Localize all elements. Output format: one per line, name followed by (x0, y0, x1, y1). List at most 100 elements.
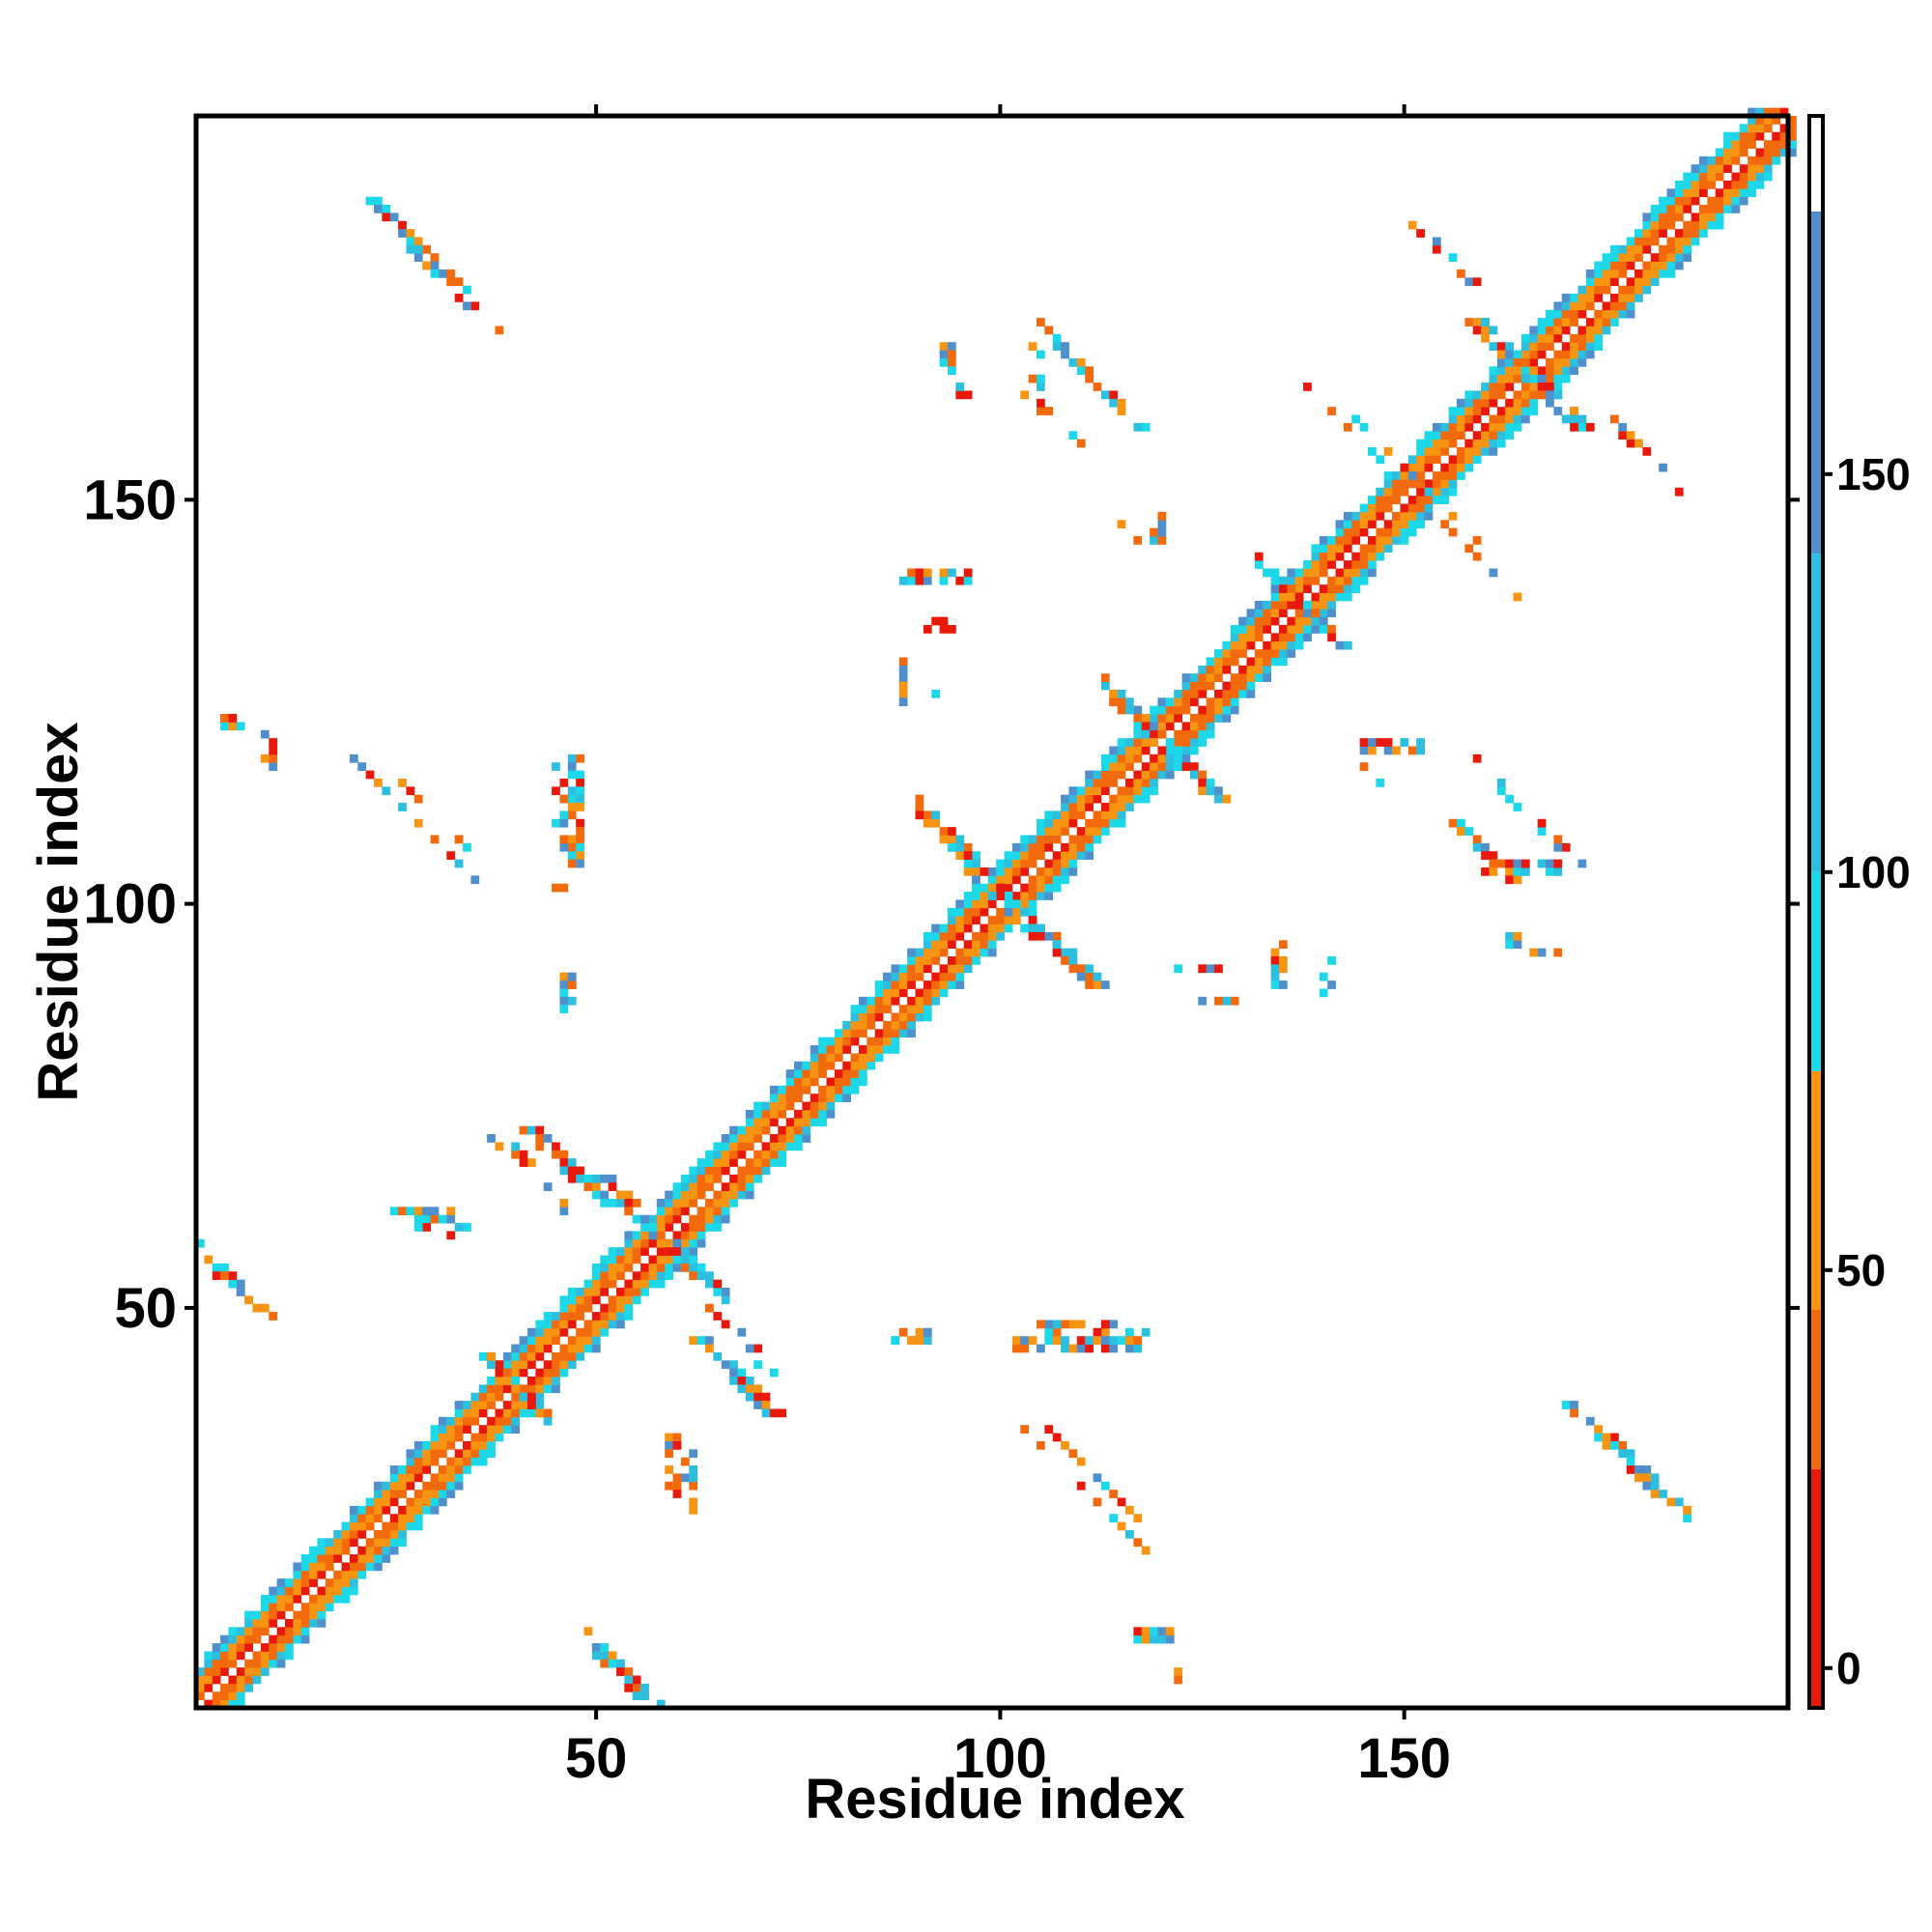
heatmap-cell (842, 1094, 852, 1102)
heatmap-cell (1537, 333, 1547, 343)
heatmap-cell (293, 1610, 302, 1620)
heatmap-cell (1642, 244, 1652, 254)
heatmap-cell (1489, 342, 1498, 351)
heatmap-cell (1044, 1327, 1054, 1337)
heatmap-cell (616, 1271, 625, 1281)
heatmap-cell (818, 1118, 827, 1127)
heatmap-cell (1287, 568, 1296, 578)
heatmap-cell (923, 1005, 932, 1013)
heatmap-cell (1351, 520, 1361, 529)
heatmap-cell (438, 1433, 447, 1442)
heatmap-cell (826, 1037, 836, 1046)
heatmap-cell (996, 931, 1005, 941)
colorbar-band (1809, 554, 1823, 872)
heatmap-cell (446, 269, 456, 278)
heatmap-cell (341, 1529, 351, 1539)
heatmap-cell (1739, 180, 1748, 189)
heatmap-cell (874, 1029, 884, 1038)
heatmap-cell (1376, 778, 1385, 787)
heatmap-cell (810, 1118, 819, 1127)
heatmap-cell (300, 1586, 310, 1596)
heatmap-cell (1457, 471, 1465, 480)
heatmap-cell (794, 1142, 803, 1151)
heatmap-cell (398, 1473, 407, 1483)
heatmap-cell (454, 1481, 464, 1491)
heatmap-cell (721, 1207, 730, 1216)
heatmap-cell (1359, 520, 1369, 529)
heatmap-cell (1520, 342, 1530, 351)
heatmap-cell (624, 1255, 634, 1264)
heatmap-cell (1100, 681, 1110, 691)
heatmap-cell (923, 980, 932, 989)
heatmap-cell (656, 1207, 666, 1216)
heatmap-cell (1028, 875, 1037, 885)
heatmap-cell (309, 1594, 318, 1604)
heatmap-cell (1109, 770, 1119, 780)
heatmap-cell (1440, 471, 1450, 480)
heatmap-cell (1715, 220, 1724, 230)
heatmap-cell (1085, 851, 1094, 861)
heatmap-cell (713, 1279, 723, 1289)
heatmap-cell (260, 1651, 270, 1661)
heatmap-cell (850, 1077, 860, 1087)
heatmap-cell (1690, 237, 1700, 246)
heatmap-cell (1125, 1336, 1134, 1345)
heatmap-cell (1416, 746, 1425, 755)
heatmap-cell (535, 1384, 545, 1394)
heatmap-cell (689, 1263, 698, 1272)
heatmap-cell (1626, 261, 1635, 270)
heatmap-cell (1489, 867, 1498, 876)
heatmap-cell (1481, 842, 1490, 852)
heatmap-cell (1198, 770, 1208, 780)
heatmap-cell (1747, 124, 1756, 133)
heatmap-cell (576, 770, 584, 780)
heatmap-cell (1546, 390, 1554, 400)
heatmap-cell (519, 1384, 528, 1394)
heatmap-cell (374, 1514, 383, 1522)
heatmap-cell (1481, 431, 1490, 440)
heatmap-cell (422, 1440, 431, 1450)
heatmap-cell (1263, 625, 1272, 634)
heatmap-cell (850, 1029, 860, 1038)
heatmap-cell (729, 1190, 738, 1200)
heatmap-cell (1359, 746, 1369, 755)
heatmap-cell (1416, 487, 1425, 497)
heatmap-cell (608, 1271, 617, 1281)
heatmap-cell (1125, 753, 1134, 763)
heatmap-cell (1496, 383, 1506, 391)
heatmap-cell (980, 892, 989, 900)
heatmap-cell (1577, 285, 1587, 295)
heatmap-cell (842, 1077, 852, 1087)
heatmap-cell (810, 1061, 819, 1070)
heatmap-cell (1157, 1627, 1167, 1636)
heatmap-cell (260, 1618, 270, 1628)
heatmap-cell (665, 1465, 673, 1474)
heatmap-cell (923, 964, 932, 974)
heatmap-cell (519, 1125, 528, 1135)
heatmap-cell (478, 1457, 488, 1466)
heatmap-cell (1004, 916, 1013, 924)
heatmap-cell (567, 786, 577, 796)
heatmap-cell (1690, 172, 1700, 182)
heatmap-cell (1432, 244, 1441, 254)
heatmap-cell (244, 1610, 253, 1620)
heatmap-cell (1407, 220, 1417, 230)
heatmap-cell (1085, 1344, 1094, 1353)
heatmap-cell (463, 1449, 471, 1459)
heatmap-cell (1739, 140, 1748, 149)
heatmap-cell (640, 1271, 649, 1281)
heatmap-cell (624, 1263, 634, 1272)
heatmap-cell (293, 1634, 302, 1644)
heatmap-cell (406, 229, 415, 238)
heatmap-cell (721, 1150, 730, 1159)
heatmap-cell (769, 1101, 779, 1111)
heatmap-cell (955, 980, 965, 989)
heatmap-cell (519, 1368, 528, 1378)
heatmap-cell (325, 1578, 334, 1587)
heatmap-cell (374, 1554, 383, 1563)
heatmap-cell (583, 1279, 593, 1289)
heatmap-cell (665, 1198, 673, 1208)
colorbar-tick-label: 100 (1836, 847, 1911, 897)
heatmap-cell (1294, 600, 1304, 610)
heatmap-cell (737, 1368, 747, 1378)
